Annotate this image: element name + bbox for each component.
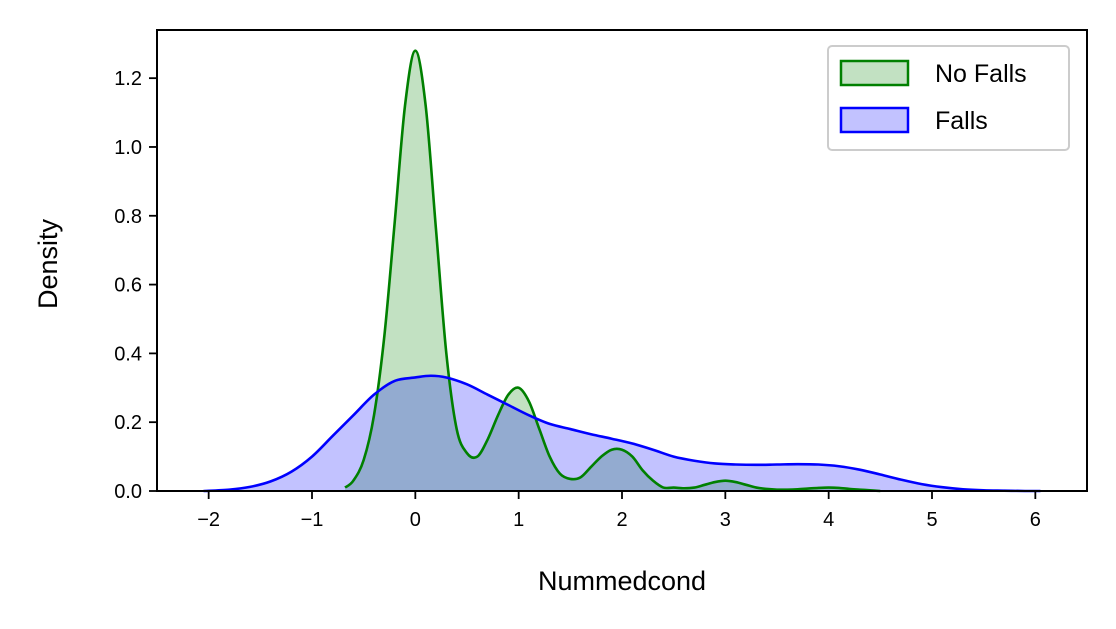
y-tick-label: 0.4 xyxy=(114,343,142,365)
series-line-falls xyxy=(203,374,1041,493)
axes: −2 −1 0 1 2 3 4 5 6 0.0 0.2 0.4 0.6 0.8 1.0 1.2 xyxy=(114,29,1088,531)
series-line-no-falls xyxy=(344,49,881,493)
x-tick-label: 3 xyxy=(720,509,731,531)
y-tick-label: 0.8 xyxy=(114,206,142,228)
x-tick-label: 1 xyxy=(513,509,524,531)
plot-area xyxy=(203,49,1041,493)
legend-swatch-no-falls xyxy=(839,59,910,87)
y-tick-label: 1.2 xyxy=(114,68,142,90)
series-area-no-falls xyxy=(345,50,881,491)
x-tick-label: 6 xyxy=(1030,509,1041,531)
x-axis-label: Nummedcond xyxy=(538,566,706,596)
y-tick-label: 0.0 xyxy=(114,481,142,503)
x-tick-label: 2 xyxy=(616,509,627,531)
legend-label-falls: Falls xyxy=(935,107,988,135)
x-tick-label: −1 xyxy=(301,509,324,531)
y-tick-label: 1.0 xyxy=(114,137,142,159)
x-tick-label: 0 xyxy=(410,509,421,531)
y-tick-label: 0.2 xyxy=(114,412,142,434)
legend-label-no-falls: No Falls xyxy=(935,60,1027,88)
y-axis-label: Density xyxy=(33,218,63,309)
series-area-falls xyxy=(203,375,1041,491)
x-tick-label: 5 xyxy=(926,509,937,531)
legend-swatch-falls xyxy=(839,106,910,134)
x-tick-label: 4 xyxy=(823,509,834,531)
x-tick-label: −2 xyxy=(197,509,220,531)
legend: No Falls Falls xyxy=(827,45,1070,151)
y-tick-label: 0.6 xyxy=(114,275,142,297)
legend-frame xyxy=(827,45,1070,151)
